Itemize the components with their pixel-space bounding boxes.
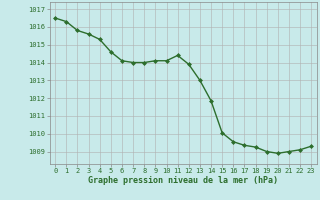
X-axis label: Graphe pression niveau de la mer (hPa): Graphe pression niveau de la mer (hPa) [88, 176, 278, 185]
